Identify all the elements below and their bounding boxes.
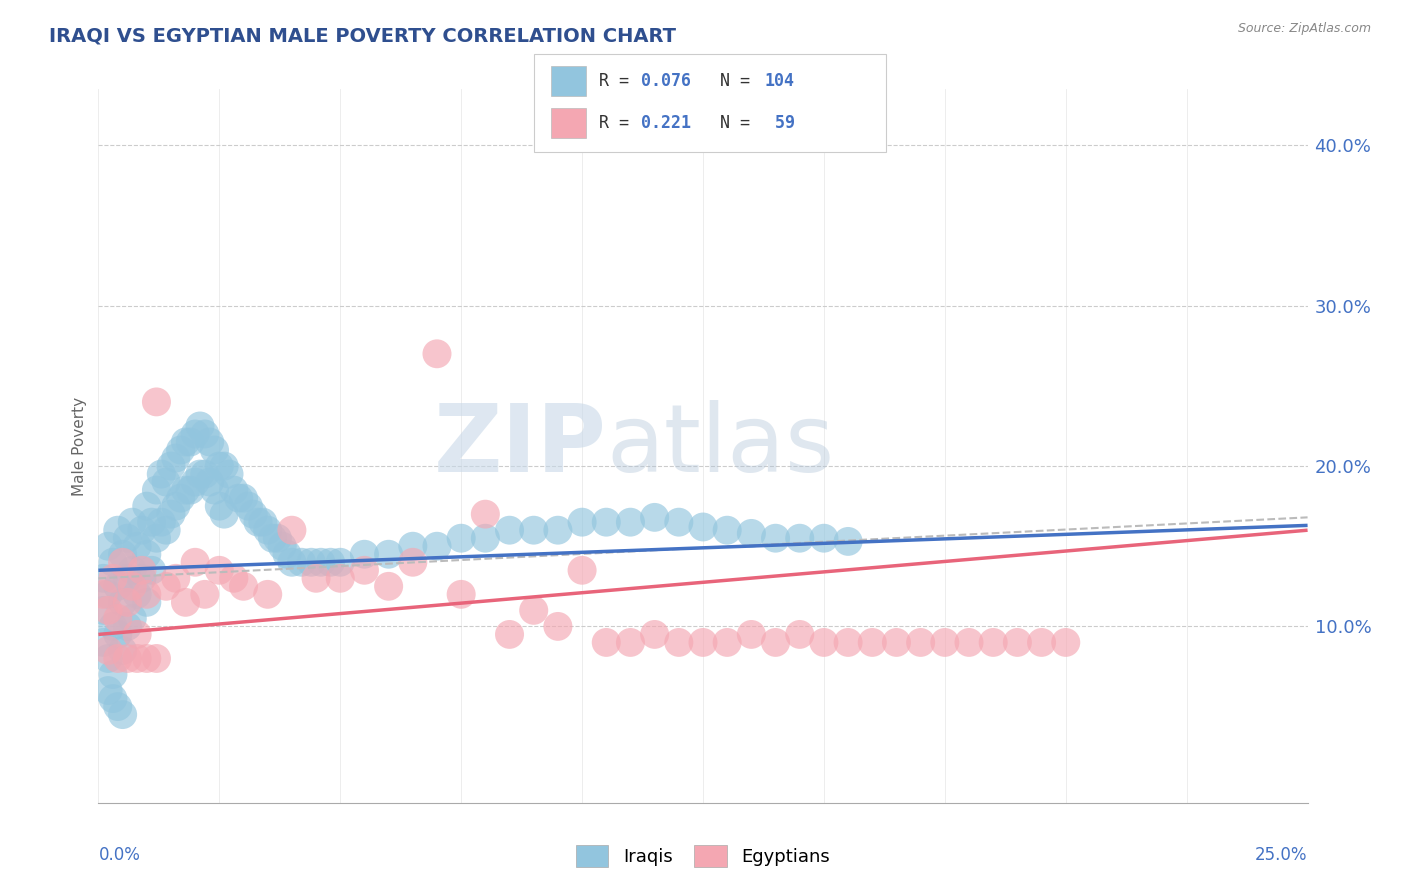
Text: R =: R = — [599, 114, 638, 132]
Text: atlas: atlas — [606, 400, 835, 492]
Text: N =: N = — [690, 72, 761, 90]
Text: 0.0%: 0.0% — [98, 846, 141, 863]
Text: Source: ZipAtlas.com: Source: ZipAtlas.com — [1237, 22, 1371, 36]
Text: 0.076: 0.076 — [641, 72, 692, 90]
Text: N =: N = — [690, 114, 761, 132]
Legend: Iraqis, Egyptians: Iraqis, Egyptians — [569, 838, 837, 874]
Y-axis label: Male Poverty: Male Poverty — [72, 396, 87, 496]
Text: 25.0%: 25.0% — [1256, 846, 1308, 863]
Text: 0.221: 0.221 — [641, 114, 692, 132]
Text: 59: 59 — [765, 114, 794, 132]
Text: 104: 104 — [765, 72, 794, 90]
Text: ZIP: ZIP — [433, 400, 606, 492]
Text: R =: R = — [599, 72, 638, 90]
Text: IRAQI VS EGYPTIAN MALE POVERTY CORRELATION CHART: IRAQI VS EGYPTIAN MALE POVERTY CORRELATI… — [49, 27, 676, 45]
